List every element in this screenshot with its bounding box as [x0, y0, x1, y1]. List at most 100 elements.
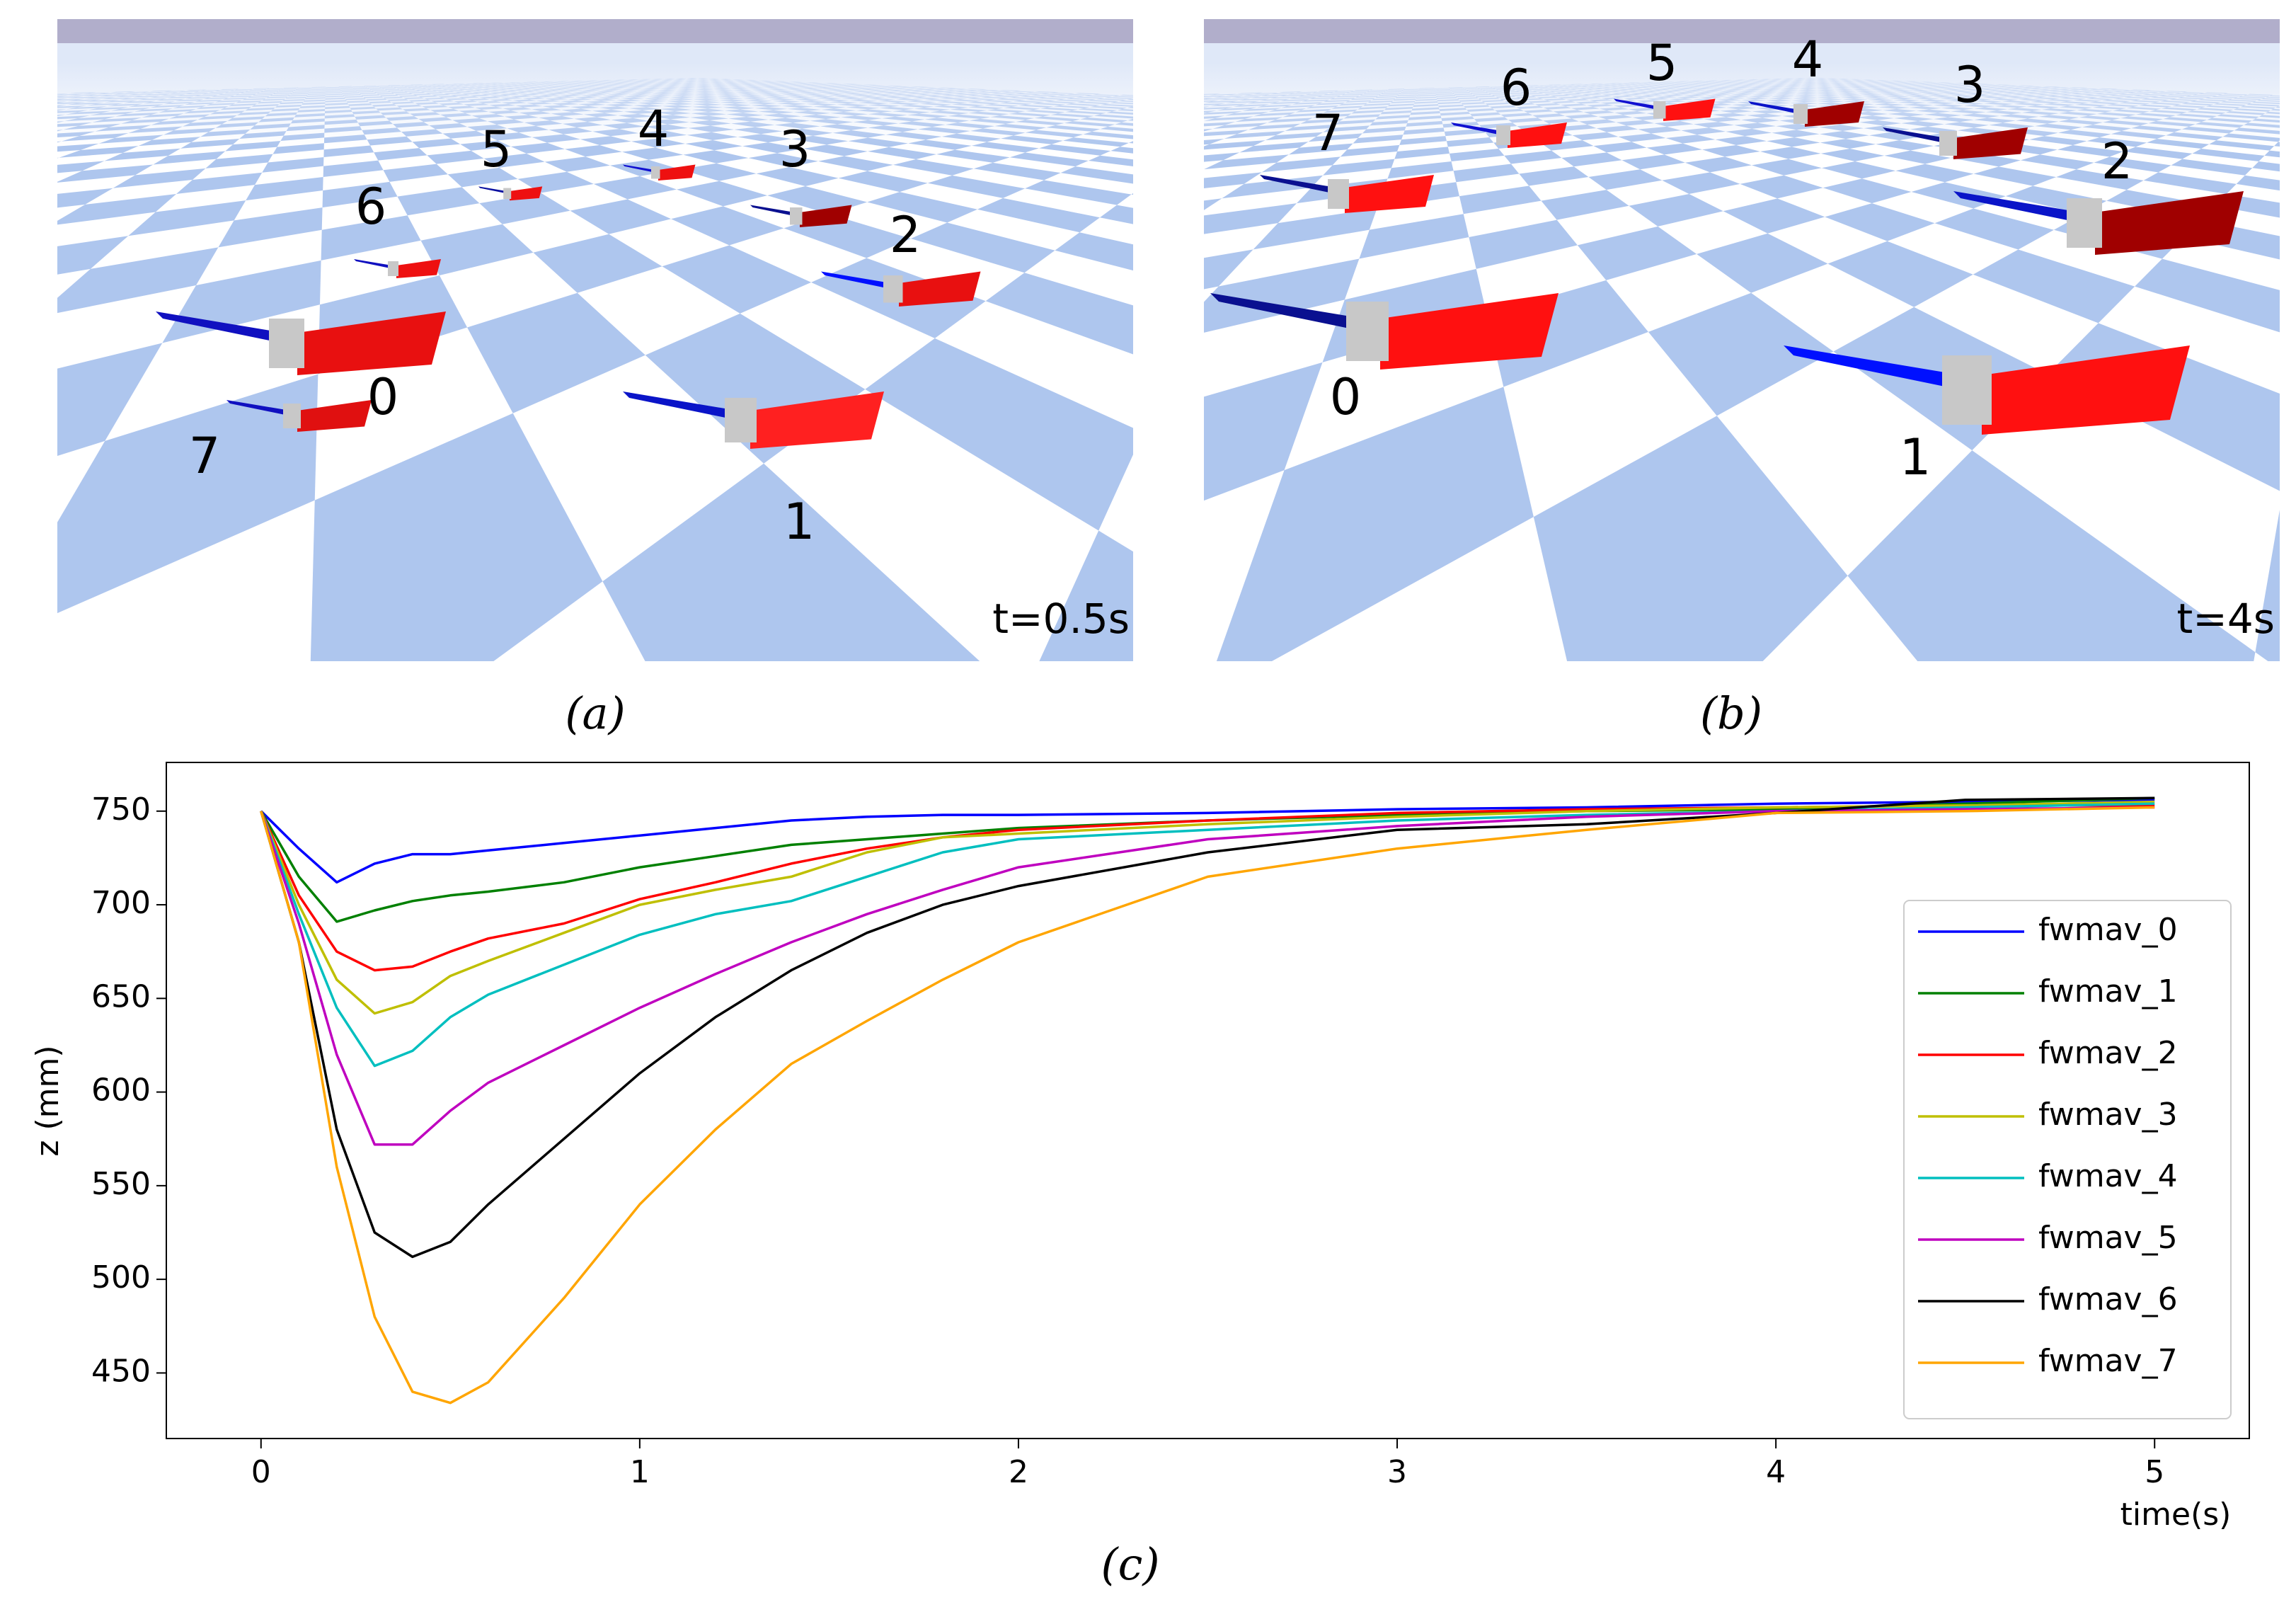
wing: [1784, 345, 1962, 390]
floor-tile: [1973, 249, 2135, 324]
series-line: [260, 800, 2155, 1015]
floor-tile: [1561, 152, 1622, 167]
floor-tile: [1204, 106, 1210, 108]
floor-tile: [1158, 100, 1190, 102]
body: [388, 261, 398, 276]
floor-tile: [977, 198, 1100, 233]
floor-tile: [1165, 103, 1205, 105]
floor-tile: [1009, 152, 1089, 167]
wing: [1805, 101, 1864, 127]
legend-label: fwmav_2: [2038, 1035, 2178, 1071]
floor-tile: [1751, 159, 1822, 176]
floor-tile: [1533, 416, 1848, 661]
floor-tile: [1760, 147, 1821, 159]
floor-tile: [1142, 95, 1175, 96]
drone-label: 5: [1646, 34, 1678, 92]
floor-tile: [0, 104, 29, 107]
body: [790, 207, 803, 225]
floor-tile: [2288, 129, 2296, 136]
floor-tile: [218, 207, 323, 248]
drone-label: 5: [481, 120, 512, 178]
x-tick-label: 5: [2145, 1454, 2164, 1490]
floor-tile: [1144, 115, 1198, 119]
floor-tile: [1164, 98, 1195, 100]
floor-tile: [2252, 161, 2280, 172]
floor-tile: [927, 175, 1026, 198]
floor-tile: [1662, 172, 1740, 195]
floor-tile: [1359, 214, 1469, 259]
wing: [354, 259, 392, 269]
floor-tile: [2288, 101, 2296, 103]
floor-tile: [1144, 103, 1179, 105]
time-label: t=0.5s: [992, 595, 1130, 643]
body: [1328, 179, 1349, 209]
drone-label: 3: [779, 120, 811, 178]
floor-tile: [1827, 241, 1973, 307]
floor-tile: [1697, 233, 1828, 293]
plot-frame: [166, 762, 2250, 1439]
series-line: [260, 802, 2155, 1068]
floor-tile: [57, 130, 64, 132]
floor-tile: [2123, 147, 2193, 159]
floor-tile: [1204, 203, 1297, 234]
floor-tile: [1204, 198, 1222, 210]
drone-label: 4: [638, 100, 670, 158]
floor-tile: [1143, 103, 1183, 105]
floor-tile: [57, 343, 163, 456]
floor-tile: [1141, 96, 1170, 98]
floor-tile: [0, 128, 33, 135]
floor-tile: [113, 168, 206, 188]
floor-tile: [16, 98, 52, 100]
floor-tile: [1025, 180, 1132, 205]
floor-tile: [671, 206, 784, 246]
wing: [297, 311, 446, 375]
wing: [1953, 127, 2028, 159]
floor-tile: [1127, 118, 1133, 121]
floor-tile: [420, 224, 534, 276]
legend-label: fwmav_0: [2038, 912, 2178, 948]
caption: (b): [1700, 687, 1762, 739]
legend-label: fwmav_6: [2038, 1281, 2178, 1317]
floor-tile: [323, 160, 384, 178]
wing: [1953, 191, 2081, 223]
wing: [750, 205, 795, 217]
floor-tile: [1340, 144, 1400, 157]
series-line: [260, 804, 2155, 972]
series-line: [260, 796, 2155, 1259]
drone-label: 6: [355, 178, 387, 236]
floor-tile: [1136, 105, 1173, 108]
floor-tile: [1060, 166, 1133, 184]
floor-tile: [57, 121, 65, 123]
floor-tile: [2255, 510, 2280, 661]
floor-tile: [2264, 150, 2280, 158]
floor-tile: [2282, 135, 2296, 143]
floor-tile: [2280, 104, 2296, 107]
floor-tile: [24, 93, 54, 95]
floor-tile: [1099, 205, 1133, 224]
wing: [1883, 127, 1946, 144]
series-line: [260, 806, 2155, 1405]
wing: [1508, 122, 1567, 148]
wing: [1345, 175, 1434, 213]
body: [2067, 198, 2102, 248]
body: [269, 319, 304, 368]
floor-tile: [1204, 249, 1253, 290]
x-tick-label: 1: [630, 1454, 650, 1490]
floor-tile: [1166, 108, 1205, 110]
y-tick-label: 750: [91, 791, 151, 828]
caption: (c): [1101, 1538, 1159, 1590]
floor-tile: [2135, 258, 2280, 333]
x-tick-label: 2: [1009, 1454, 1028, 1490]
wing: [623, 164, 655, 173]
floor-tile: [2056, 169, 2144, 190]
y-tick-label: 650: [91, 978, 151, 1014]
floor-tile: [570, 199, 672, 234]
floor-tile: [57, 161, 105, 173]
floor-tile: [0, 98, 35, 100]
legend-label: fwmav_4: [2038, 1158, 2178, 1194]
wing: [1663, 98, 1716, 121]
wing: [1451, 122, 1502, 135]
wing: [1210, 293, 1363, 331]
floor-tile: [1204, 362, 1323, 501]
